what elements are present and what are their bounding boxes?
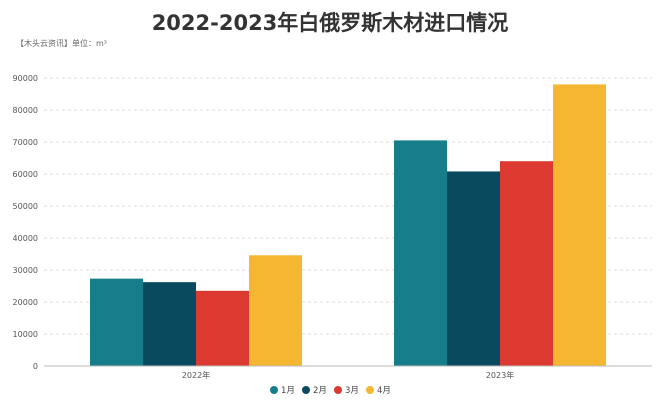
bar-3月-2022年[interactable] xyxy=(196,290,249,366)
chart-subtitle: 【木头云资讯】单位：m³ xyxy=(16,38,107,48)
y-tick-label: 70000 xyxy=(13,138,38,147)
y-tick-label: 40000 xyxy=(13,234,38,243)
bar-3月-2023年[interactable] xyxy=(500,161,553,366)
y-tick-label: 80000 xyxy=(13,106,38,115)
bar-4月-2022年[interactable] xyxy=(249,255,302,366)
bar-4月-2023年[interactable] xyxy=(553,84,606,367)
chart-title: 2022-2023年白俄罗斯木材进口情况 xyxy=(152,11,509,35)
y-tick-label: 60000 xyxy=(13,170,38,179)
legend-marker xyxy=(334,386,342,394)
legend-label: 2月 xyxy=(313,386,327,396)
y-tick-label: 30000 xyxy=(13,266,38,275)
bar-1月-2023年[interactable] xyxy=(394,140,447,366)
y-tick-label: 0 xyxy=(33,362,38,371)
legend-item-4月[interactable]: 4月 xyxy=(366,386,391,396)
legend-item-3月[interactable]: 3月 xyxy=(334,386,359,396)
x-tick-label: 2022年 xyxy=(182,370,210,380)
legend-label: 4月 xyxy=(377,386,391,396)
legend-label: 3月 xyxy=(345,386,359,396)
legend-item-1月[interactable]: 1月 xyxy=(270,386,295,396)
legend[interactable]: 1月 2月 3月 4月 xyxy=(270,386,391,396)
bar-2月-2022年[interactable] xyxy=(143,282,196,366)
bar-1月-2022年[interactable] xyxy=(90,278,143,366)
x-tick-label: 2023年 xyxy=(486,370,514,380)
legend-marker xyxy=(302,386,310,394)
x-axis: 2022年 2023年 xyxy=(182,370,514,380)
legend-label: 1月 xyxy=(281,386,295,396)
y-tick-label: 50000 xyxy=(13,202,38,211)
y-tick-label: 90000 xyxy=(13,74,38,83)
bar-2月-2023年[interactable] xyxy=(447,171,500,366)
legend-marker xyxy=(270,386,278,394)
legend-item-2月[interactable]: 2月 xyxy=(302,386,327,396)
y-tick-label: 10000 xyxy=(13,330,38,339)
y-tick-label: 20000 xyxy=(13,298,38,307)
bars xyxy=(90,84,606,367)
y-axis: 0 10000 20000 30000 40000 50000 60000 70000 8000… xyxy=(13,74,38,371)
legend-marker xyxy=(366,386,374,394)
